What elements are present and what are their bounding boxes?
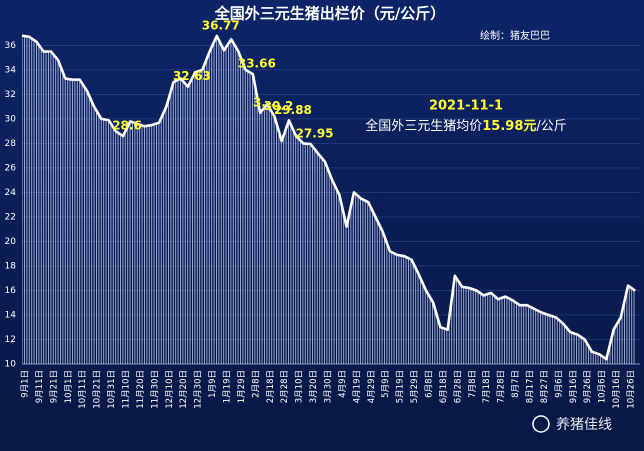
x-tick-label: 9月6日 (554, 370, 564, 398)
watermark-icon (532, 415, 550, 433)
x-tick-label: 9月16日 (569, 370, 579, 403)
x-tick-label: 2月8日 (251, 370, 261, 398)
y-tick-label: 14 (5, 310, 17, 320)
y-tick-label: 20 (5, 237, 17, 247)
x-tick-label: 7月8日 (468, 370, 478, 398)
area (22, 35, 636, 364)
x-tick-label: 12月20日 (179, 370, 189, 409)
plot-area: 10 12 14 16 18 20 22 24 26 28 30 32 34 36 9月1日 9月11日 9月2… (5, 18, 640, 409)
value-label: 27.95 (296, 127, 334, 141)
value-label: 3... (253, 95, 275, 109)
x-tick-label: 2月18日 (266, 370, 276, 403)
y-tick-label: 26 (5, 163, 17, 173)
watermark: 养猪佳线 (556, 417, 612, 433)
y-tick-label: 12 (5, 335, 16, 345)
x-tick-label: 10月31日 (107, 370, 117, 409)
value-label: 29.88 (274, 103, 312, 117)
x-tick-label: 2月28日 (280, 370, 290, 403)
x-tick-label: 11月10日 (122, 370, 132, 409)
y-tick-label: 16 (5, 286, 17, 296)
annotation-part: 全国外三元生猪均价 (365, 118, 482, 134)
x-tick-label: 5月9日 (381, 370, 391, 398)
x-tick-label: 11月20日 (136, 370, 146, 409)
value-label: 28.6 (112, 119, 142, 133)
x-tick-label: 6月28日 (453, 370, 463, 403)
x-tick-label: 7月28日 (497, 370, 507, 403)
y-tick-label: 10 (5, 360, 17, 370)
y-tick-label: 36 (5, 41, 17, 51)
x-tick-label: 10月11日 (78, 370, 88, 409)
x-tick-label: 9月1日 (21, 370, 31, 398)
annotation-part: 15.98元 (482, 119, 536, 134)
x-tick-label: 12月30日 (194, 370, 204, 409)
x-tick-label: 4月19日 (352, 370, 362, 403)
x-tick-label: 1月29日 (237, 370, 247, 403)
x-tick-label: 1月9日 (208, 370, 218, 398)
x-tick-label: 8月17日 (526, 370, 536, 403)
y-tick-label: 18 (5, 261, 17, 271)
x-tick-label: 8月27日 (540, 370, 550, 403)
x-tick-label: 5月29日 (410, 370, 420, 403)
y-tick-label: 34 (5, 65, 17, 75)
x-tick-label: 6月18日 (439, 370, 449, 403)
line (21, 34, 636, 361)
chart-subtitle: 绘制：猪友巴巴 (480, 29, 550, 42)
annotation-part: /公斤 (536, 119, 566, 134)
x-tick-label: 7月18日 (482, 370, 492, 403)
x-tick-label: 9月26日 (583, 370, 593, 403)
x-tick-label: 8月7日 (511, 370, 521, 398)
y-tick-label: 28 (5, 139, 17, 149)
x-tick-label: 4月9日 (338, 370, 348, 398)
value-label: 33.66 (238, 57, 276, 71)
annotation: 全国外三元生猪均价15.98元/公斤 (365, 118, 567, 134)
y-tick-label: 30 (5, 114, 17, 124)
x-tick-label: 5月19日 (396, 370, 406, 403)
x-tick-label: 12月10日 (165, 370, 175, 409)
value-label: 32.63 (173, 69, 211, 83)
value-label: 30.2 (264, 99, 294, 113)
x-tick-label: 9月21日 (49, 370, 59, 403)
x-tick-label: 10月16日 (612, 370, 622, 409)
y-tick-label: 24 (5, 188, 17, 198)
x-tick-label: 10月6日 (598, 370, 608, 403)
x-tick-label: 10月1日 (64, 370, 74, 403)
x-tick-label: 3月20日 (309, 370, 319, 403)
x-tick-label: 10月21日 (93, 370, 103, 409)
chart-title: 全国外三元生猪出栏价（元/公斤） (214, 5, 445, 23)
x-tick-label: 3月30日 (324, 370, 334, 403)
y-tick-label: 22 (5, 212, 16, 222)
x-tick-label: 1月19日 (223, 370, 233, 403)
x-tick-label: 9月11日 (35, 370, 45, 403)
y-tick-label: 32 (5, 90, 16, 100)
value-label: 36.77 (202, 18, 240, 32)
x-tick-label: 6月8日 (425, 370, 435, 398)
x-tick-label: 4月29日 (367, 370, 377, 403)
x-tick-label: 3月10日 (295, 370, 305, 403)
annotation-date: 2021-11-1 (429, 99, 503, 114)
x-tick-label: 11月30日 (150, 370, 160, 409)
x-tick-label: 10月26日 (627, 370, 637, 409)
